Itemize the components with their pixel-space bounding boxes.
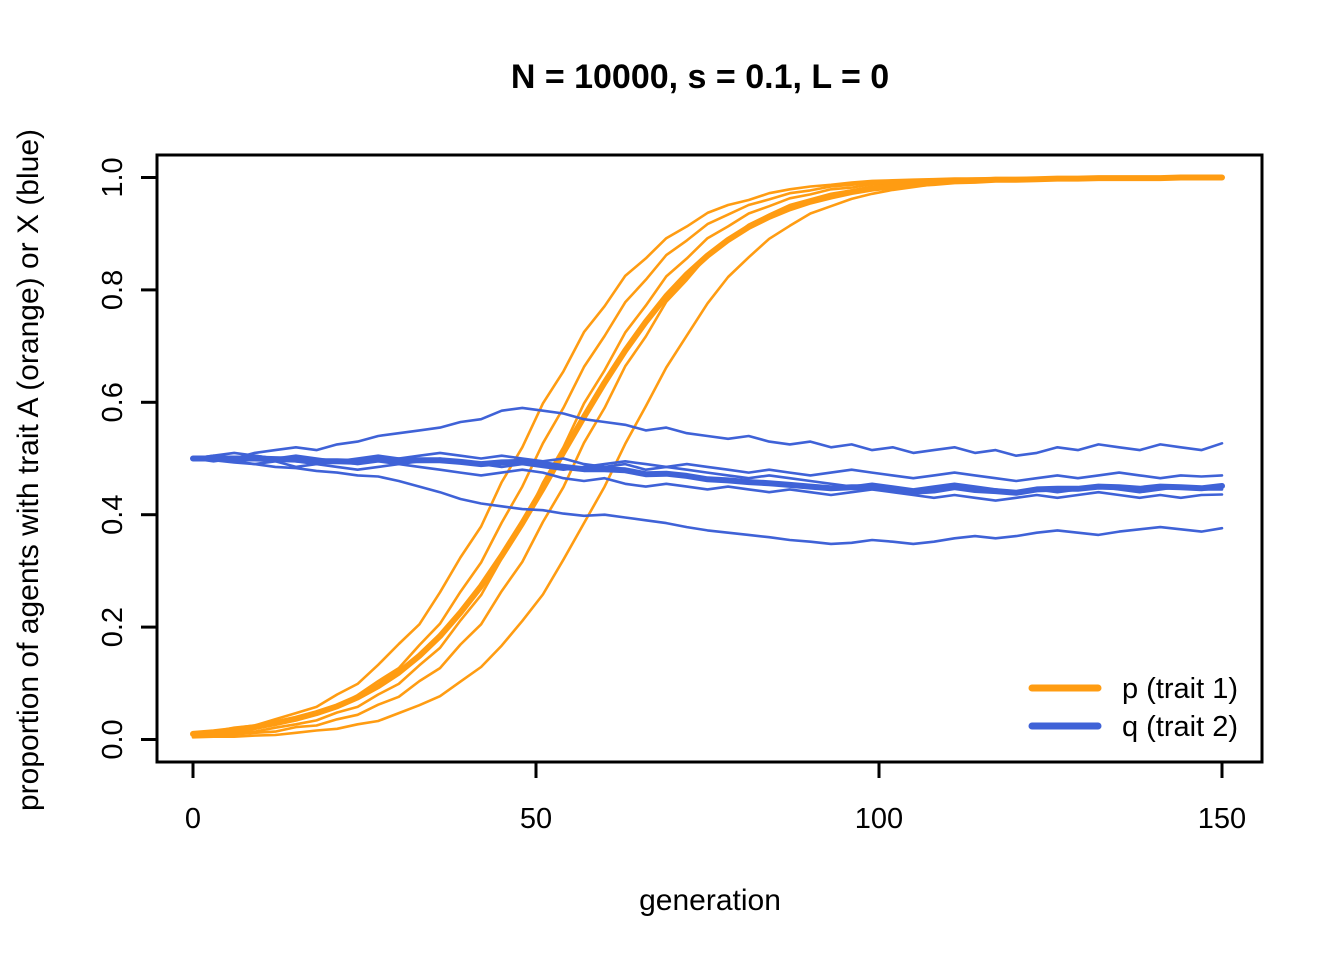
x-axis-label: generation: [639, 884, 781, 917]
x-tick-label: 100: [855, 803, 903, 835]
series-line-q-run: [191, 451, 1224, 483]
series-line-q-run: [191, 457, 1224, 502]
x-axis-ticks: 0 50 100 150: [185, 762, 1246, 835]
series-lines: [190, 174, 1225, 739]
y-axis-ticks: 0.0 0.2 0.4 0.6 0.8 1.0: [97, 157, 157, 760]
y-tick-label: 0.0: [97, 719, 129, 759]
x-tick-label: 0: [185, 803, 201, 835]
series-line-q-run: [191, 406, 1224, 460]
chart-title: N = 10000, s = 0.1, L = 0: [511, 58, 889, 96]
y-tick-label: 0.8: [97, 270, 129, 310]
y-tick-label: 0.2: [97, 607, 129, 647]
y-tick-label: 0.4: [97, 495, 129, 535]
plot-border: [155, 153, 1264, 764]
legend-label-p: p (trait 1): [1122, 673, 1238, 705]
series-line-q-mean: [190, 455, 1225, 496]
series-line-q-run: [191, 457, 1224, 546]
x-tick-label: 150: [1198, 803, 1246, 835]
series-line-p-mean: [190, 174, 1225, 737]
legend-label-q: q (trait 2): [1122, 711, 1238, 743]
y-tick-label: 0.6: [97, 382, 129, 422]
y-axis-label: proportion of agents with trait A (orang…: [12, 129, 45, 811]
legend: p (trait 1) q (trait 2): [1028, 673, 1238, 743]
y-tick-label: 1.0: [97, 157, 129, 197]
x-tick-label: 50: [520, 803, 552, 835]
